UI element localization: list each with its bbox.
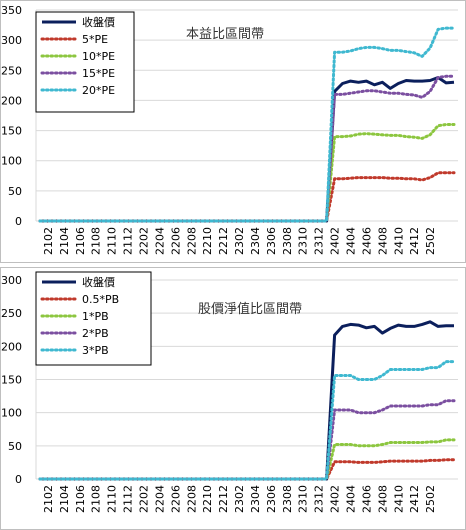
x-tick-label: 2402 [329, 485, 342, 513]
x-tick-label: 2404 [345, 227, 358, 255]
x-tick-label: 2308 [281, 227, 294, 255]
x-tick-label: 2106 [74, 485, 87, 513]
x-tick-label: 2410 [392, 485, 405, 513]
x-tick-label: 2402 [329, 227, 342, 255]
y-tick-label: 100 [1, 407, 22, 420]
x-tick-label: 2212 [217, 485, 230, 513]
legend-label: 2*PB [82, 327, 109, 340]
y-tick-label: 250 [1, 307, 22, 320]
x-tick-label: 2106 [74, 227, 87, 255]
y-tick-label: 0 [15, 473, 22, 486]
y-tick-label: 300 [1, 274, 22, 287]
x-tick-label: 2112 [122, 485, 135, 513]
x-tick-label: 2502 [424, 485, 437, 513]
x-tick-label: 2112 [122, 227, 135, 255]
legend-label: 收盤價 [82, 15, 115, 29]
pb-band-chart-panel: 0 50 100 150 200 250 300 2102 2104 2106 2108 2110 21… [0, 267, 466, 530]
x-tick-label: 2502 [424, 227, 437, 255]
legend-label: 10*PE [82, 50, 115, 63]
y-tick-label: 50 [8, 185, 22, 198]
y-tick-label: 250 [1, 64, 22, 77]
x-tick-label: 2204 [153, 227, 166, 255]
x-tick-label: 2312 [313, 485, 326, 513]
y-tick-label: 300 [1, 34, 22, 47]
x-tick-label: 2304 [249, 485, 262, 513]
x-tick-label: 2212 [217, 227, 230, 255]
y-tick-label: 150 [1, 125, 22, 138]
legend-label: 15*PE [82, 67, 115, 80]
x-tick-label: 2406 [360, 227, 373, 255]
x-tick-label: 2306 [265, 227, 278, 255]
series-line [38, 360, 456, 481]
y-tick-label: 350 [1, 4, 22, 17]
x-tick-label: 2104 [58, 227, 71, 255]
legend-label: 0.5*PB [82, 293, 119, 306]
legend-label: 20*PE [82, 84, 115, 97]
x-tick-label: 2310 [297, 485, 310, 513]
x-tick-label: 2202 [137, 227, 150, 255]
x-tick-label: 2404 [345, 485, 358, 513]
legend-box [35, 11, 135, 113]
x-tick-label: 2308 [281, 485, 294, 513]
legend-label: 收盤價 [82, 275, 115, 289]
y-tick-label: 50 [8, 440, 22, 453]
x-tick-label: 2306 [265, 485, 278, 513]
x-tick-label: 2302 [233, 485, 246, 513]
x-tick-label: 2304 [249, 227, 262, 255]
x-tick-label: 2102 [42, 485, 55, 513]
x-tick-label: 2412 [408, 227, 421, 255]
legend-label: 1*PB [82, 310, 109, 323]
y-tick-label: 100 [1, 155, 22, 168]
pe-band-chart-panel: 0 50 100 150 200 250 300 350 2102 2104 2106 2108 211… [0, 0, 466, 263]
x-tick-label: 2204 [153, 485, 166, 513]
x-tick-label: 2312 [313, 227, 326, 255]
x-tick-label: 2104 [58, 485, 71, 513]
x-tick-label: 2408 [376, 227, 389, 255]
y-tick-label: 0 [15, 215, 22, 228]
x-tick-label: 2110 [106, 485, 119, 513]
x-tick-label: 2408 [376, 485, 389, 513]
x-tick-label: 2412 [408, 485, 421, 513]
x-tick-label: 2210 [201, 227, 214, 255]
x-tick-label: 2102 [42, 227, 55, 255]
pb-band-chart: 0 50 100 150 200 250 300 2102 2104 2106 2108 2110 21… [0, 267, 466, 530]
x-tick-label: 2108 [90, 227, 103, 255]
x-tick-label: 2206 [169, 485, 182, 513]
chart-title: 股價淨值比區間帶 [198, 301, 302, 317]
x-tick-label: 2406 [360, 485, 373, 513]
x-tick-label: 2310 [297, 227, 310, 255]
y-tick-label: 200 [1, 94, 22, 107]
chart-title: 本益比區間帶 [186, 27, 264, 42]
legend-label: 5*PE [82, 33, 108, 46]
y-tick-label: 200 [1, 340, 22, 353]
x-tick-label: 2206 [169, 227, 182, 255]
x-tick-label: 2210 [201, 485, 214, 513]
legend-label: 3*PB [82, 344, 109, 357]
x-tick-label: 2410 [392, 227, 405, 255]
x-tick-label: 2202 [137, 485, 150, 513]
x-tick-label: 2108 [90, 485, 103, 513]
x-tick-label: 2208 [185, 485, 198, 513]
x-tick-label: 2302 [233, 227, 246, 255]
series-line [38, 26, 456, 223]
x-tick-label: 2208 [185, 227, 198, 255]
x-tick-label: 2110 [106, 227, 119, 255]
y-tick-label: 150 [1, 374, 22, 387]
